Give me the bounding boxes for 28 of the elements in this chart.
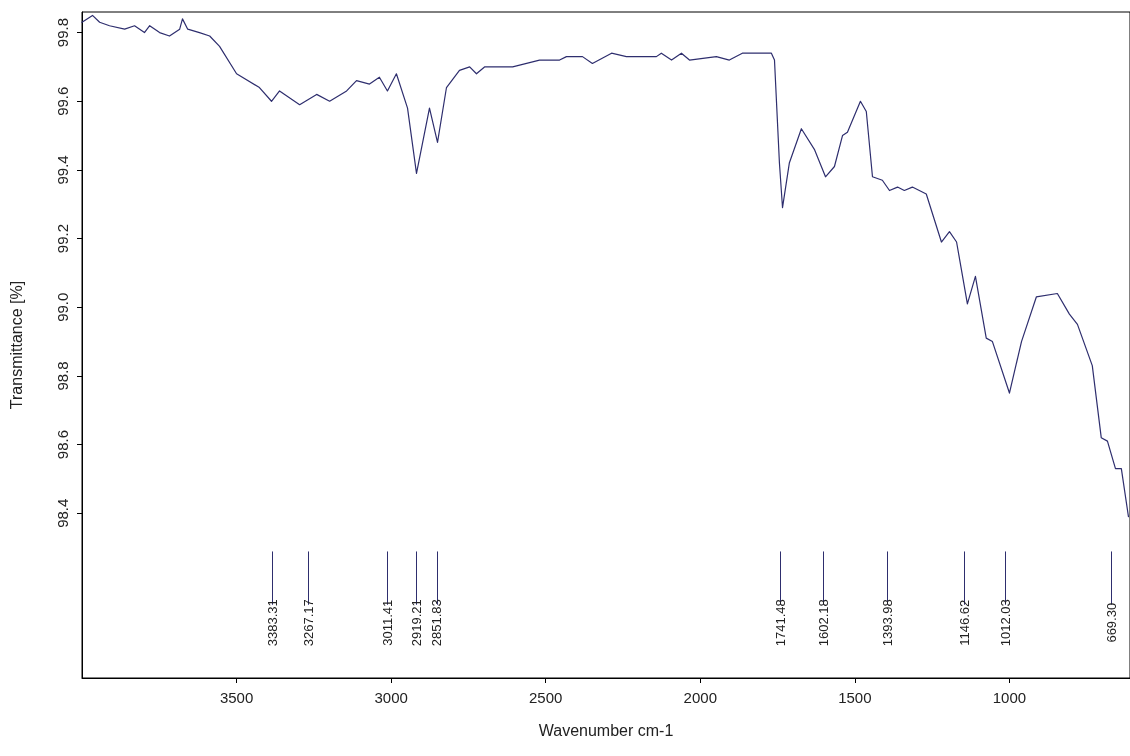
ref-line-label: 1393.98 — [880, 599, 896, 647]
y-tick-label: 99.8 — [54, 18, 71, 48]
ref-line-label: 3011.41 — [380, 599, 396, 646]
y-tick-label: 98.4 — [54, 498, 71, 528]
ref-line-label: 3383.31 — [265, 599, 281, 647]
y-tick-label: 99.2 — [54, 223, 71, 254]
ref-line-label: 1602.18 — [815, 599, 831, 647]
x-tick-label: 1500 — [838, 689, 872, 706]
y-tick-label: 99.0 — [54, 292, 71, 322]
y-tick-label: 99.6 — [54, 86, 71, 116]
y-axis-title: Transmittance [%] — [7, 280, 25, 410]
ref-line-label: 669.30 — [1104, 602, 1120, 643]
ref-line-label: 1012.03 — [998, 599, 1014, 647]
x-axis-title: Wavenumber cm-1 — [538, 721, 674, 739]
ref-line-label: 2851.83 — [429, 599, 445, 647]
y-tick-label: 98.6 — [54, 429, 71, 460]
x-tick-label: 1000 — [992, 689, 1027, 706]
x-tick-label: 2500 — [529, 689, 563, 706]
line-series — [81, 14, 1130, 518]
y-tick-label: 99.4 — [54, 155, 71, 185]
ref-line-label: 1741.48 — [772, 599, 788, 647]
y-tick-label: 98.8 — [54, 361, 71, 391]
ref-line-label: 2919.21 — [408, 599, 424, 647]
x-tick-label: 3000 — [374, 689, 408, 706]
ref-line-label: 3267.17 — [301, 599, 317, 647]
ref-line-label: 1146.62 — [956, 599, 972, 646]
x-tick-label: 3500 — [219, 689, 254, 706]
x-tick-label: 2000 — [683, 689, 717, 706]
